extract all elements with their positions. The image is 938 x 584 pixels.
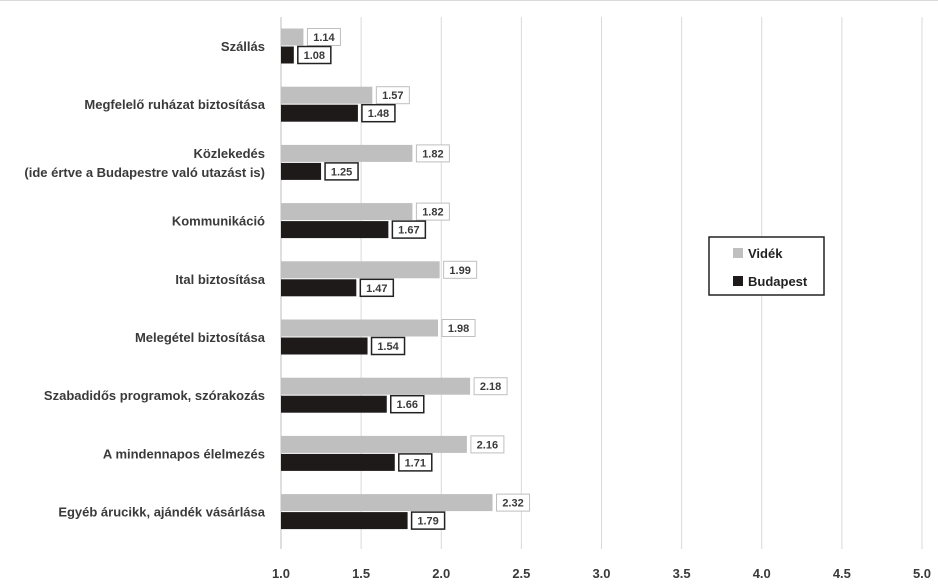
data-label-box xyxy=(443,260,478,279)
bar-budapest xyxy=(281,221,389,239)
bar-budapest xyxy=(281,104,358,122)
data-label: 1.79 xyxy=(417,516,438,528)
bar-budapest xyxy=(281,46,294,64)
bar-videk xyxy=(281,203,413,221)
data-label: 1.25 xyxy=(331,166,352,178)
legend-entry: Budapest xyxy=(748,274,808,289)
bar-videk xyxy=(281,377,471,395)
bars xyxy=(281,28,493,530)
category-label: Kommunikáció xyxy=(172,214,265,229)
data-label: 1.48 xyxy=(368,108,389,120)
data-label-box xyxy=(359,278,395,298)
data-label-box xyxy=(306,28,341,46)
data-label: 1.82 xyxy=(422,207,443,219)
x-tick-labels: 1.0 1.5 2.0 2.5 3.0 3.5 4.0 4.5 5.0 xyxy=(272,566,931,581)
legend-swatch xyxy=(733,248,743,258)
data-label: 1.99 xyxy=(449,265,470,277)
data-label: 1.54 xyxy=(377,341,399,353)
x-tick-label: 5.0 xyxy=(913,566,931,581)
data-label: 1.82 xyxy=(422,148,443,160)
bar-videk xyxy=(281,144,413,162)
data-label: 1.14 xyxy=(313,32,335,44)
category-labels: Szállás Megfelelő ruházat biztosítása Közl… xyxy=(24,39,265,520)
data-label-box xyxy=(398,453,433,472)
x-tick-label: 4.0 xyxy=(753,566,771,581)
bar-budapest xyxy=(281,453,395,471)
category-label: (ide értve a Budapestre való utazást is) xyxy=(24,165,265,180)
category-label: Közlekedés xyxy=(193,146,265,161)
data-label-box xyxy=(470,435,505,454)
data-label-box xyxy=(473,377,508,396)
data-label: 1.98 xyxy=(448,323,469,335)
data-label-box xyxy=(415,202,450,221)
data-label-box xyxy=(496,493,531,512)
bar-videk xyxy=(281,86,373,104)
data-label: 1.66 xyxy=(397,399,418,411)
bar-budapest xyxy=(281,512,408,530)
data-label: 1.08 xyxy=(304,50,325,62)
x-tick-label: 2.0 xyxy=(432,566,450,581)
data-label-box xyxy=(370,336,406,356)
bar-videk xyxy=(281,28,304,46)
bar-videk xyxy=(281,261,440,279)
legend-entry: Vidék xyxy=(748,246,783,261)
bar-budapest xyxy=(281,337,368,355)
bar-videk xyxy=(281,435,467,453)
legend-box xyxy=(708,236,825,296)
category-label: Egyéb árucikk, ajándék vásárlása xyxy=(58,505,265,520)
data-labels: 1.141.081.571.481.821.251.821.671.991.47… xyxy=(297,28,531,530)
bar-budapest xyxy=(281,162,322,180)
x-tick-label: 3.5 xyxy=(673,566,691,581)
data-label: 2.32 xyxy=(502,498,523,510)
category-label: Ital biztosítása xyxy=(175,272,265,287)
x-tick-label: 1.0 xyxy=(272,566,290,581)
x-tick-label: 1.5 xyxy=(352,566,370,581)
bar-videk xyxy=(281,494,493,512)
data-label-box xyxy=(441,319,476,337)
x-tick-label: 3.0 xyxy=(592,566,610,581)
x-tick-label: 2.5 xyxy=(512,566,530,581)
data-label: 1.47 xyxy=(366,283,387,295)
category-label: Melegétel biztosítása xyxy=(135,330,266,345)
bar-videk xyxy=(281,319,439,337)
category-label: A mindennapos élelmezés xyxy=(103,446,265,461)
data-label-box xyxy=(375,86,410,105)
category-label: Szállás xyxy=(221,39,265,54)
data-label-box xyxy=(390,394,425,414)
legend: Vidék Budapest xyxy=(708,236,825,296)
x-tick-label: 4.5 xyxy=(833,566,851,581)
legend-swatch xyxy=(733,276,743,286)
data-label: 1.57 xyxy=(382,90,403,102)
data-label-box xyxy=(361,103,396,123)
category-label: Szabadidős programok, szórakozás xyxy=(44,388,265,403)
data-label-box xyxy=(415,144,450,163)
data-label-box xyxy=(297,45,332,65)
data-label-box xyxy=(391,220,427,239)
data-label-box xyxy=(324,162,359,181)
data-label: 1.67 xyxy=(398,225,419,237)
data-label: 2.18 xyxy=(480,381,501,393)
bar-budapest xyxy=(281,395,387,413)
category-label: Megfelelő ruházat biztosítása xyxy=(84,97,265,112)
data-label: 1.71 xyxy=(405,457,426,469)
data-label: 2.16 xyxy=(477,439,498,451)
data-label-box xyxy=(410,511,446,530)
bar-budapest xyxy=(281,279,357,297)
